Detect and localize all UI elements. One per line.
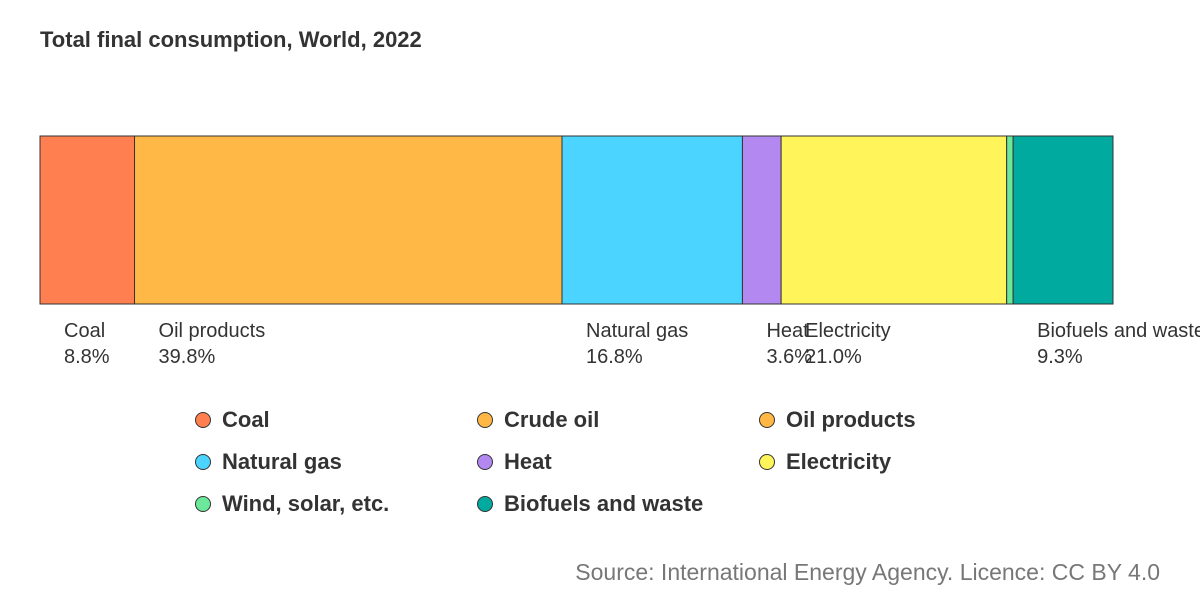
segment-name-biofuels-and-waste: Biofuels and waste: [1037, 320, 1200, 342]
legend-item-oil-products: Oil products: [759, 404, 1041, 436]
bar-segment-coal: [39, 135, 136, 305]
segment-value-natural-gas: 16.8%: [586, 346, 643, 368]
legend-swatch-heat: [477, 454, 493, 470]
bar-segment-electricity: [780, 135, 1008, 305]
legend-item-coal: Coal: [195, 404, 477, 436]
stacked-bar-chart: Coal 8.8% Oil products 39.8% Natural gas 16.8…: [39, 135, 1200, 368]
legend-label-biofuels-and-waste: Biofuels and waste: [504, 491, 704, 516]
segment-value-heat: 3.6%: [766, 346, 812, 368]
legend-item-electricity: Electricity: [759, 446, 1041, 478]
legend-label-wind-solar-etc: Wind, solar, etc.: [222, 491, 390, 516]
legend-label-oil-products: Oil products: [786, 407, 916, 432]
chart-title: Total final consumption, World, 2022: [40, 27, 422, 52]
legend-swatch-electricity: [759, 454, 775, 470]
segment-name-oil-products: Oil products: [159, 320, 266, 342]
legend-item-wind-solar-etc: Wind, solar, etc.: [195, 488, 477, 520]
legend-label-natural-gas: Natural gas: [222, 449, 342, 474]
segment-value-oil-products: 39.8%: [159, 346, 216, 368]
legend-swatch-crude-oil: [477, 412, 493, 428]
bar-segment-heat: [741, 135, 782, 305]
segment-value-coal: 8.8%: [64, 346, 110, 368]
legend-swatch-natural-gas: [195, 454, 211, 470]
legend-label-heat: Heat: [504, 449, 552, 474]
legend-swatch-biofuels-and-waste: [477, 496, 493, 512]
legend-label-electricity: Electricity: [786, 449, 892, 474]
segment-name-natural-gas: Natural gas: [586, 320, 688, 342]
chart-legend: Coal Crude oil Oil products Natural gas Heat…: [195, 404, 1041, 520]
segment-name-coal: Coal: [64, 320, 105, 342]
bar-segments: [39, 135, 1114, 305]
segment-name-electricity: Electricity: [805, 320, 891, 342]
segment-labels: Coal 8.8% Oil products 39.8% Natural gas 16.8…: [64, 320, 1200, 368]
bar-segment-wind-solar-etc: [1006, 135, 1014, 305]
segment-name-heat: Heat: [766, 320, 809, 342]
source-note: Source: International Energy Agency. Lic…: [575, 559, 1160, 585]
legend-label-coal: Coal: [222, 407, 270, 432]
legend-swatch-coal: [195, 412, 211, 428]
segment-value-biofuels-and-waste: 9.3%: [1037, 346, 1083, 368]
bar-segment-oil-products: [134, 135, 563, 305]
legend-swatch-wind-solar-etc: [195, 496, 211, 512]
bar-segment-natural-gas: [561, 135, 743, 305]
legend-item-biofuels-and-waste: Biofuels and waste: [477, 488, 759, 520]
legend-item-crude-oil: Crude oil: [477, 404, 759, 436]
legend-swatch-oil-products: [759, 412, 775, 428]
legend-item-natural-gas: Natural gas: [195, 446, 477, 478]
legend-item-heat: Heat: [477, 446, 759, 478]
bar-segment-biofuels-and-waste: [1012, 135, 1114, 305]
legend-label-crude-oil: Crude oil: [504, 407, 600, 432]
segment-value-electricity: 21.0%: [805, 346, 862, 368]
